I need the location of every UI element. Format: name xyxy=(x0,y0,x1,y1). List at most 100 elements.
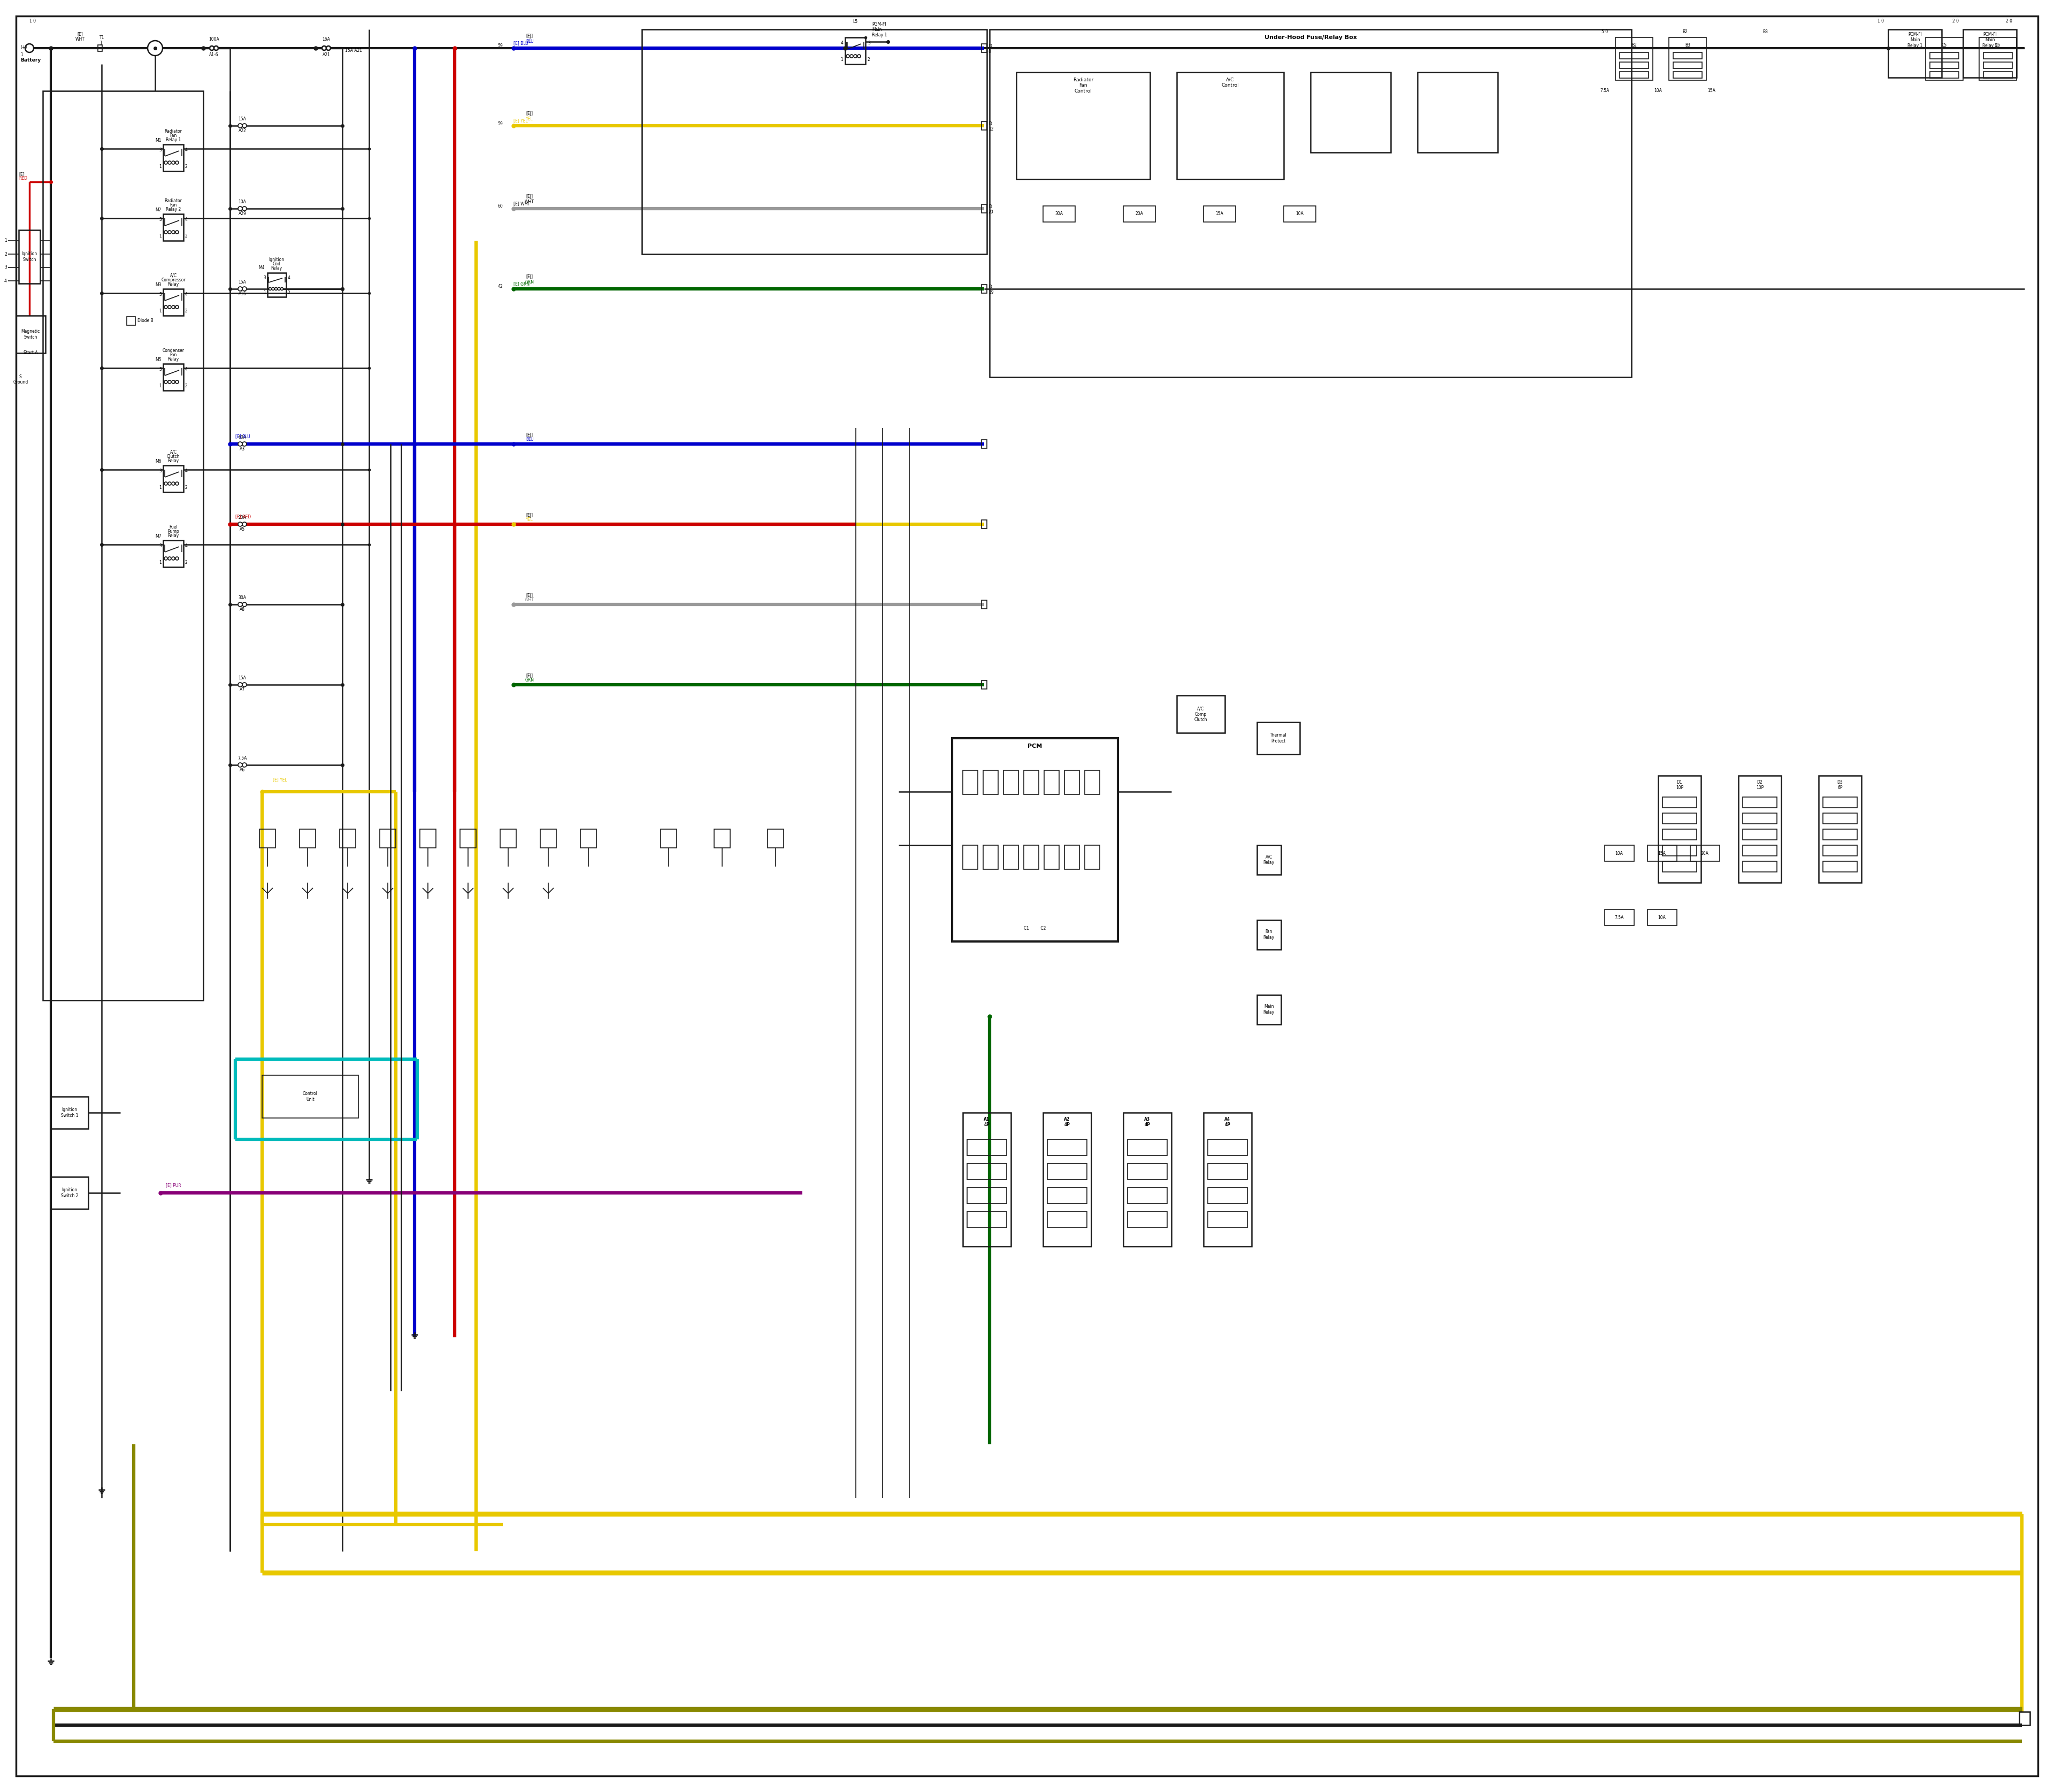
Text: Fan: Fan xyxy=(170,202,177,208)
Bar xyxy=(1085,846,1099,869)
Text: Main
Relay: Main Relay xyxy=(1263,1004,1273,1014)
Text: 1: 1 xyxy=(158,383,162,389)
Bar xyxy=(1128,1140,1167,1156)
Circle shape xyxy=(164,557,168,561)
Bar xyxy=(982,681,986,688)
Text: A8: A8 xyxy=(240,607,244,611)
Bar xyxy=(1124,206,1154,222)
Text: D: D xyxy=(988,204,992,210)
Circle shape xyxy=(242,763,246,767)
Text: Radiator
Fan
Control: Radiator Fan Control xyxy=(1072,77,1093,93)
Circle shape xyxy=(277,287,279,290)
Bar xyxy=(963,1113,1011,1247)
Bar xyxy=(1668,38,1707,81)
Bar xyxy=(963,846,978,869)
Text: 7.5A: 7.5A xyxy=(1614,916,1625,919)
Text: 59: 59 xyxy=(497,43,503,48)
Circle shape xyxy=(168,557,170,561)
Circle shape xyxy=(148,41,162,56)
Text: BLU: BLU xyxy=(526,39,534,43)
Text: 4: 4 xyxy=(185,147,187,152)
Text: A/C
Control: A/C Control xyxy=(1222,77,1239,88)
Circle shape xyxy=(242,124,246,127)
Bar xyxy=(460,830,477,848)
Text: 3: 3 xyxy=(158,543,162,548)
Bar xyxy=(1124,1113,1171,1247)
Text: D: D xyxy=(988,122,992,125)
Text: 15A: 15A xyxy=(1216,211,1224,217)
Text: A/C: A/C xyxy=(170,274,177,278)
Text: 10A: 10A xyxy=(238,199,246,204)
Bar xyxy=(1742,814,1777,824)
Bar xyxy=(967,1163,1006,1179)
Circle shape xyxy=(175,161,179,165)
Text: 15A A21: 15A A21 xyxy=(345,48,362,54)
Bar xyxy=(51,1097,88,1129)
Text: Ignition
Switch 2: Ignition Switch 2 xyxy=(62,1188,78,1199)
Bar xyxy=(1927,38,1964,81)
Bar xyxy=(1824,830,1857,840)
Text: A22: A22 xyxy=(238,129,246,133)
Text: PCM-FI
Main
Relay 2: PCM-FI Main Relay 2 xyxy=(1982,32,1996,48)
Text: D: D xyxy=(988,285,992,289)
Text: M6: M6 xyxy=(156,459,162,464)
Bar xyxy=(419,830,435,848)
Text: 20A: 20A xyxy=(1136,211,1144,217)
Text: 2: 2 xyxy=(288,290,290,296)
Bar xyxy=(1614,38,1653,81)
Circle shape xyxy=(210,47,214,50)
Bar xyxy=(1043,206,1074,222)
Text: [E]: [E] xyxy=(78,32,82,36)
Bar xyxy=(1662,846,1697,857)
Circle shape xyxy=(857,54,861,57)
Text: T1: T1 xyxy=(99,36,105,39)
Text: Coil: Coil xyxy=(273,262,281,267)
Circle shape xyxy=(175,482,179,486)
Text: B3: B3 xyxy=(1684,43,1690,48)
Text: 2: 2 xyxy=(4,251,6,256)
Text: Fan: Fan xyxy=(170,353,177,357)
Bar xyxy=(263,1075,357,1118)
Bar xyxy=(162,539,183,566)
Bar xyxy=(641,29,986,254)
Bar xyxy=(162,213,183,240)
Text: [E] RED: [E] RED xyxy=(236,514,251,520)
Bar xyxy=(1674,72,1703,79)
Bar xyxy=(99,45,103,52)
Bar xyxy=(1043,1113,1091,1247)
Circle shape xyxy=(168,305,170,308)
Text: [EJ]: [EJ] xyxy=(526,194,534,199)
Text: Relay: Relay xyxy=(168,357,179,362)
Bar xyxy=(1980,38,2017,81)
Bar xyxy=(1824,862,1857,873)
Bar xyxy=(1647,909,1676,925)
Bar xyxy=(990,29,1631,376)
Bar xyxy=(1257,722,1300,754)
Bar xyxy=(1128,1163,1167,1179)
Text: 10A: 10A xyxy=(1658,916,1666,919)
Bar xyxy=(1023,771,1039,794)
Bar xyxy=(1017,72,1150,179)
Text: Relay: Relay xyxy=(168,459,179,464)
Text: Relay: Relay xyxy=(271,265,281,271)
Text: 1: 1 xyxy=(158,308,162,314)
Bar xyxy=(1621,52,1649,59)
Circle shape xyxy=(175,557,179,561)
Circle shape xyxy=(164,380,168,383)
Text: [E] WHT: [E] WHT xyxy=(514,201,530,206)
Text: C1         C2: C1 C2 xyxy=(1025,926,1045,930)
Text: Pump: Pump xyxy=(168,529,179,534)
Bar xyxy=(1738,776,1781,883)
Bar xyxy=(162,289,183,315)
Bar xyxy=(1048,1163,1087,1179)
Text: M2: M2 xyxy=(156,208,162,213)
Bar xyxy=(51,1177,88,1210)
Circle shape xyxy=(242,521,246,527)
Text: 30A: 30A xyxy=(238,595,246,600)
Bar xyxy=(967,1140,1006,1156)
Circle shape xyxy=(327,47,331,50)
Text: 10A: 10A xyxy=(1614,851,1623,855)
Bar xyxy=(1742,830,1777,840)
Bar xyxy=(1064,771,1080,794)
Text: 19: 19 xyxy=(988,290,994,294)
